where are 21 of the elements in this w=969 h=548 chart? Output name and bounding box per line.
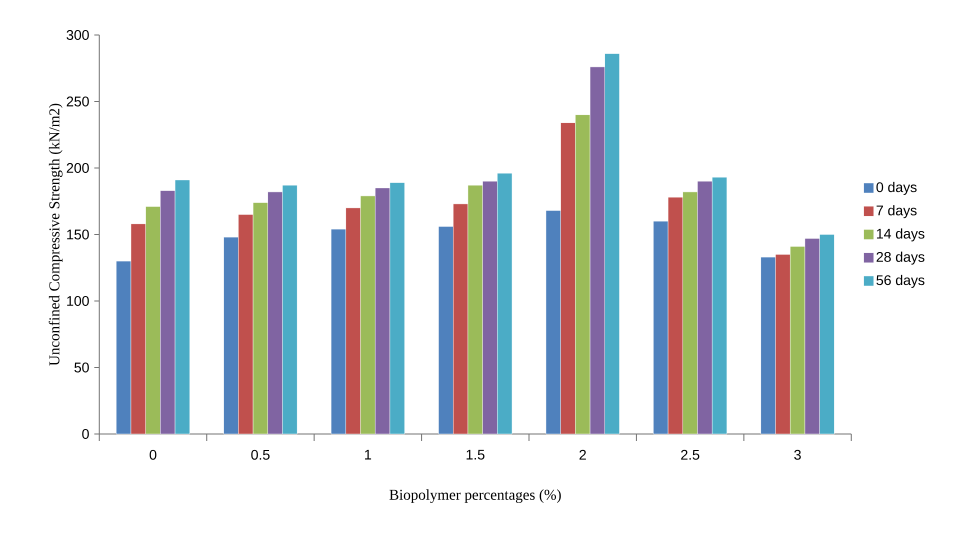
y-tick-label: 250 — [66, 96, 89, 106]
legend-label: 7 days — [876, 205, 917, 218]
y-tick-label: 100 — [67, 296, 89, 306]
legend-label: 28 days — [876, 252, 924, 265]
x-tick-label: 0.5 — [251, 450, 270, 460]
x-tick-label: 0 — [150, 450, 156, 460]
x-tick-label: 1 — [365, 450, 372, 460]
y-axis-title: Unconfined Compressive Strength (kN/m2) — [48, 104, 63, 366]
legend-label: 56 days — [876, 274, 924, 288]
x-tick-label: 3 — [794, 450, 801, 460]
legend-label: 14 days — [876, 228, 924, 242]
x-tick-label: 2 — [580, 450, 586, 460]
y-tick-label: 50 — [74, 362, 89, 372]
x-tick-label: 2.5 — [681, 450, 700, 460]
legend-label: 0 days — [876, 182, 917, 195]
y-tick-label: 300 — [66, 30, 89, 40]
y-tick-label: 0 — [82, 429, 89, 439]
x-tick-label: 1.5 — [466, 450, 484, 460]
y-tick-label: 200 — [66, 163, 89, 173]
x-axis-title: Biopolymer percentages (%) — [390, 489, 561, 503]
y-tick-label: 150 — [67, 230, 89, 240]
